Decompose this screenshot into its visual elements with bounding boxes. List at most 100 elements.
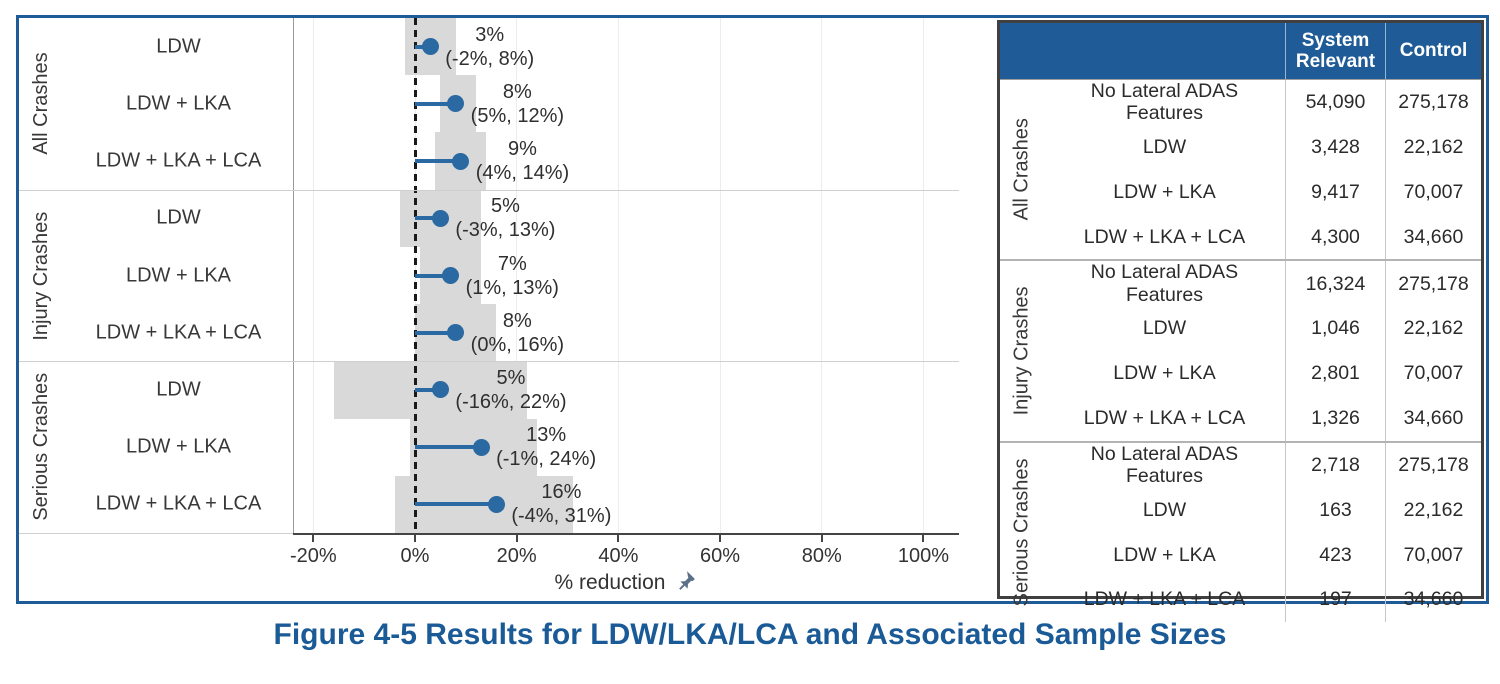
estimate-stem [415, 273, 451, 278]
control-cell: 70,007 [1385, 532, 1481, 578]
row-label: LDW + LKA + LCA [95, 492, 262, 515]
gridline [312, 18, 314, 533]
caption-row: Figure 4-5 Results for LDW/LKA/LCA and A… [0, 618, 1500, 652]
ci-label: (5%, 12%) [470, 104, 565, 127]
control-cell: 275,178 [1385, 261, 1481, 307]
feature-cell: LDW [1142, 498, 1187, 521]
estimate-stem [415, 101, 456, 106]
estimate-dot [452, 152, 470, 170]
system-relevant-cell: 2,801 [1285, 351, 1385, 396]
group-separator-line [19, 189, 959, 191]
figure-caption: Figure 4-5 Results for LDW/LKA/LCA and A… [273, 618, 1227, 651]
feature-cell: No Lateral ADAS Features [1090, 261, 1239, 306]
ci-label: (4%, 14%) [475, 162, 570, 185]
estimate-label: 8% [502, 80, 532, 103]
ci-label: (-4%, 31%) [511, 505, 612, 528]
row-label: LDW + LKA [125, 92, 232, 115]
estimate-dot [447, 324, 465, 342]
gridline [516, 18, 518, 533]
x-axis-tick [922, 533, 925, 542]
row-label: LDW + LKA + LCA [95, 321, 262, 344]
group-separator-line [19, 361, 959, 363]
feature-cell: LDW + LKA + LCA [1083, 407, 1246, 430]
x-axis-line [293, 533, 959, 535]
system-relevant-cell: 54,090 [1285, 80, 1385, 125]
feature-cell: LDW + LKA [1113, 180, 1216, 203]
system-relevant-cell: 197 [1285, 577, 1385, 623]
row-label: LDW + LKA + LCA [95, 149, 262, 172]
estimate-dot [442, 267, 460, 284]
feature-cell: LDW [1142, 317, 1187, 340]
system-relevant-cell: 1,326 [1285, 395, 1385, 441]
table-body: All Crashes No Lateral ADAS Features 54,09… [1000, 80, 1481, 623]
header-spacer [1000, 23, 1044, 79]
gridline [821, 18, 823, 533]
estimate-label: 13% [526, 424, 567, 447]
pushpin-icon [679, 571, 696, 590]
estimate-label: 5% [490, 195, 520, 218]
system-relevant-cell: 163 [1285, 487, 1385, 533]
x-tick-label: 80% [801, 545, 842, 567]
estimate-stem [415, 502, 497, 507]
control-cell: 34,660 [1385, 395, 1481, 441]
estimate-stem [415, 159, 461, 164]
value-label: 13% (-1%, 24%) [496, 423, 596, 471]
table-group-label: All Crashes [1010, 118, 1033, 221]
value-label: 5% (-16%, 22%) [455, 366, 566, 414]
estimate-dot [447, 95, 465, 113]
sample-size-table: System Relevant Control All Crashes No La… [997, 20, 1484, 623]
value-label: 16% (-4%, 31%) [511, 480, 611, 528]
x-axis-tick [617, 533, 620, 542]
estimate-dot [431, 209, 449, 227]
estimate-stem [415, 216, 441, 221]
label-plot-divider [293, 18, 294, 533]
estimate-stem [415, 387, 441, 392]
plot-area: % reduction 3% (-2%, 8%) 8% (5%, 12%) 9% (4%,… [290, 18, 959, 601]
x-tick-label: 60% [700, 545, 741, 567]
forest-plot-panel: % reduction 3% (-2%, 8%) 8% (5%, 12%) 9% (4%,… [19, 18, 994, 601]
value-label: 8% (0%, 16%) [471, 309, 564, 357]
estimate-stem [415, 445, 482, 450]
system-relevant-cell: 423 [1285, 532, 1385, 578]
figure-4-5: % reduction 3% (-2%, 8%) 8% (5%, 12%) 9% (4%,… [16, 15, 1489, 623]
control-cell: 22,162 [1385, 487, 1481, 533]
control-cell: 34,660 [1385, 214, 1481, 260]
system-relevant-cell: 3,428 [1285, 124, 1385, 170]
feature-cell: LDW [1142, 136, 1187, 159]
plot-group-label: Serious Crashes [30, 373, 52, 522]
feature-cell: LDW + LKA + LCA [1083, 225, 1246, 248]
row-label: LDW [156, 35, 201, 58]
gridline [617, 18, 619, 533]
plot-group-label: Injury Crashes [30, 211, 52, 340]
row-label: LDW [156, 206, 201, 229]
table-group: Injury Crashes No Lateral ADAS Features 16… [1000, 259, 1481, 441]
control-cell: 34,660 [1385, 577, 1481, 623]
estimate-label: 8% [502, 309, 532, 332]
ci-label: (-2%, 8%) [445, 47, 535, 70]
x-tick-label: 20% [496, 545, 537, 567]
header-spacer [1044, 23, 1285, 79]
gridline [719, 18, 721, 533]
estimate-label: 7% [497, 252, 527, 275]
x-axis-tick [719, 533, 722, 542]
control-cell: 275,178 [1385, 80, 1481, 125]
table-group-label: Injury Crashes [1010, 286, 1033, 416]
x-axis-label: % reduction [554, 571, 666, 594]
value-label: 9% (4%, 14%) [476, 137, 569, 185]
control-cell: 70,007 [1385, 351, 1481, 396]
estimate-label: 9% [508, 138, 537, 161]
ci-label: (-16%, 22%) [455, 390, 567, 413]
system-relevant-cell: 9,417 [1285, 169, 1385, 215]
control-cell: 22,162 [1385, 124, 1481, 170]
feature-cell: No Lateral ADAS Features [1090, 442, 1239, 488]
gridline [922, 18, 924, 533]
x-axis-label-row: % reduction [293, 571, 959, 595]
plot-group-label: All Crashes [30, 52, 52, 155]
feature-cell: LDW + LKA [1113, 543, 1216, 566]
estimate-label: 16% [541, 481, 582, 504]
estimate-stem [415, 330, 456, 335]
ci-label: (0%, 16%) [470, 333, 565, 356]
ci-label: (-3%, 13%) [455, 219, 556, 242]
control-cell: 275,178 [1385, 442, 1481, 488]
x-axis-tick [820, 533, 823, 542]
